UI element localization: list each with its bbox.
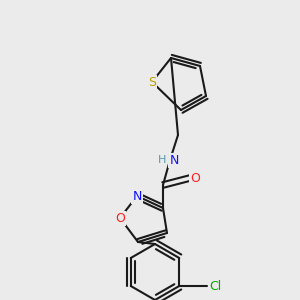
- Text: N: N: [132, 190, 142, 202]
- Text: N: N: [169, 154, 179, 166]
- Text: O: O: [115, 212, 125, 224]
- Text: H: H: [158, 155, 166, 165]
- Text: Cl: Cl: [209, 280, 221, 292]
- Text: O: O: [190, 172, 200, 184]
- Text: S: S: [148, 76, 156, 88]
